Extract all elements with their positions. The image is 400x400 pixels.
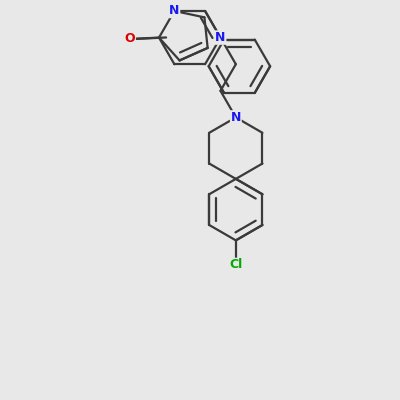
Text: Cl: Cl	[229, 258, 242, 272]
Text: N: N	[169, 4, 180, 18]
Text: O: O	[124, 32, 135, 46]
Text: N: N	[231, 111, 241, 124]
Text: N: N	[215, 31, 226, 44]
